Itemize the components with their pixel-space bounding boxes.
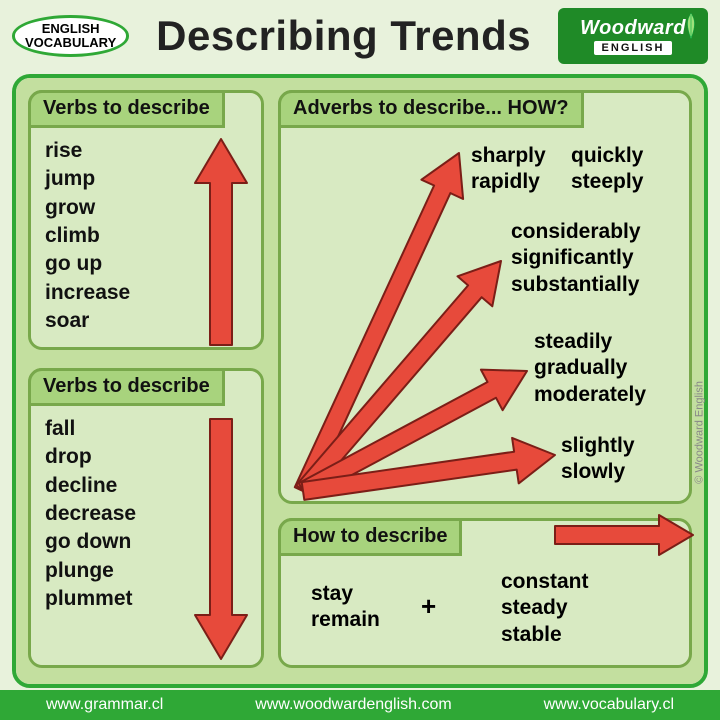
heading-howto: How to describe	[278, 518, 462, 556]
panel-adverbs: Adverbs to describe... HOW? sharplyrapid…	[278, 90, 692, 504]
panel-verbs-down: Verbs to describe falldropdeclinedecreas…	[28, 368, 264, 668]
words-verbs-up: risejumpgrowclimbgo upincreasesoar	[45, 137, 130, 335]
heading-verbs-up: Verbs to describe	[28, 90, 225, 128]
howto-plus: +	[421, 591, 436, 622]
brand-logo: Woodward ENGLISH	[558, 8, 708, 64]
fern-icon	[680, 12, 702, 40]
main-canvas: Verbs to describe risejumpgrowclimbgo up…	[12, 74, 708, 688]
page-title: Describing Trends	[139, 12, 548, 60]
heading-verbs-down: Verbs to describe	[28, 368, 225, 406]
badge-line2: VOCABULARY	[25, 36, 116, 50]
footer-center: www.woodwardenglish.com	[255, 696, 452, 714]
brand-top: Woodward	[580, 17, 686, 40]
badge-line1: ENGLISH	[25, 22, 116, 36]
words-verbs-down: falldropdeclinedecreasego downplungeplum…	[45, 415, 136, 613]
howto-right: constantsteadystable	[501, 569, 589, 648]
footer: www.grammar.cl www.woodwardenglish.com w…	[0, 690, 720, 720]
arrow-fan-icon	[281, 93, 695, 507]
badge-english-vocabulary: ENGLISH VOCABULARY	[12, 15, 129, 56]
arrow-flat-icon	[551, 515, 701, 555]
arrow-up-icon	[186, 125, 256, 355]
footer-left: www.grammar.cl	[46, 696, 163, 714]
brand-bottom: ENGLISH	[594, 41, 673, 55]
panel-howto: How to describe stayremain + constantste…	[278, 518, 692, 668]
panel-verbs-up: Verbs to describe risejumpgrowclimbgo up…	[28, 90, 264, 350]
howto-left: stayremain	[311, 581, 380, 634]
footer-right: www.vocabulary.cl	[544, 696, 674, 714]
copyright: © Woodward English	[694, 381, 706, 484]
arrow-down-icon	[186, 409, 256, 669]
